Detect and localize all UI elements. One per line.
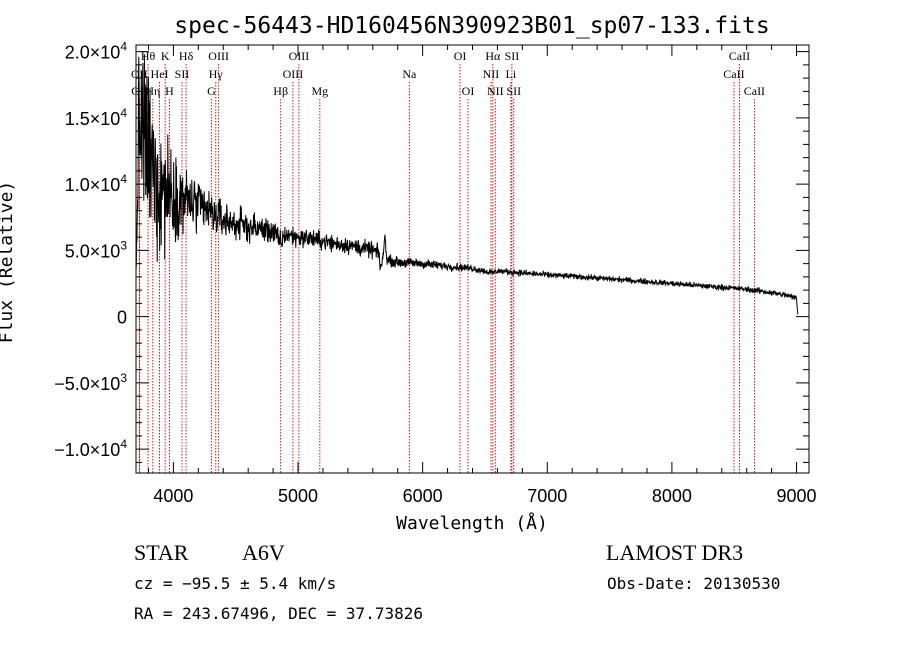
spectral-line-label: Hθ bbox=[141, 49, 156, 63]
spectral-line-label: Hβ bbox=[273, 84, 288, 98]
spectral-line-label: H bbox=[165, 84, 174, 98]
x-tick-labels: 4000 5000 6000 7000 8000 9000 bbox=[153, 486, 816, 506]
plot-frame bbox=[135, 44, 810, 474]
y-tick-label: 2.0×104 bbox=[65, 40, 128, 63]
y-tick-label: 1.5×104 bbox=[65, 106, 128, 129]
axis-ticks bbox=[136, 45, 809, 473]
spectral-line-label: Hγ bbox=[209, 67, 224, 81]
spectral-line-label: Hη bbox=[145, 84, 160, 98]
spectral-line-label: Mg bbox=[311, 84, 328, 98]
spectral-line-label: CaII bbox=[729, 49, 750, 63]
obs-date-text: Obs-Date: 20130530 bbox=[607, 574, 780, 593]
spectral-line-label: G bbox=[207, 84, 216, 98]
spectral-line-label: OI bbox=[462, 84, 475, 98]
spectral-line-label: CaII bbox=[723, 67, 744, 81]
x-tick-label: 4000 bbox=[153, 486, 193, 506]
spectral-line-label: Li bbox=[506, 67, 517, 81]
x-tick-label: 9000 bbox=[777, 486, 817, 506]
y-tick-label: −1.0×104 bbox=[54, 437, 127, 460]
spectral-line-label: SII bbox=[505, 49, 520, 63]
spectral-line-label: NII bbox=[483, 67, 500, 81]
object-subclass: A6V bbox=[242, 540, 285, 565]
spectral-line-label: OIII bbox=[208, 49, 229, 63]
spectral-line-label: OI bbox=[454, 49, 467, 63]
survey-name: LAMOST DR3 bbox=[606, 540, 743, 565]
object-class: STAR bbox=[134, 540, 189, 565]
spectral-line-markers bbox=[138, 64, 755, 473]
spectrum-series bbox=[135, 54, 799, 315]
spectral-line-label: Hα bbox=[485, 49, 501, 63]
spectral-line-label: CaII bbox=[744, 84, 765, 98]
y-tick-label: −5.0×103 bbox=[54, 371, 127, 394]
x-tick-label: 7000 bbox=[527, 486, 567, 506]
y-axis-label: Flux (Relative) bbox=[0, 181, 17, 344]
x-axis-label: Wavelength (Å) bbox=[396, 512, 548, 534]
spectral-line-label: OIII bbox=[283, 67, 304, 81]
coords-text: RA = 243.67496, DEC = 37.73826 bbox=[134, 604, 423, 623]
spectral-line-label: Hδ bbox=[179, 49, 194, 63]
spectral-line-label: Na bbox=[402, 67, 417, 81]
y-tick-label: 0 bbox=[117, 308, 127, 328]
redshift-text: cz = −95.5 ± 5.4 km/s bbox=[134, 574, 336, 593]
x-tick-label: 5000 bbox=[278, 486, 318, 506]
chart-title: spec-56443-HD160456N390923B01_sp07-133.f… bbox=[174, 13, 769, 39]
y-tick-label: 5.0×103 bbox=[65, 238, 128, 261]
y-tick-labels: 2.0×104 1.5×104 1.0×104 5.0×103 0 −5.0×103 −1.… bbox=[54, 40, 127, 461]
spectral-line-label: K bbox=[161, 49, 170, 63]
spectral-line-label: SII bbox=[175, 67, 190, 81]
spectral-line-label: NII bbox=[487, 84, 504, 98]
x-tick-label: 6000 bbox=[403, 486, 443, 506]
spectral-line-label: HeI bbox=[151, 67, 169, 81]
spectral-line-label: SII bbox=[506, 84, 521, 98]
spectral-line-label: OIII bbox=[289, 49, 310, 63]
x-tick-label: 8000 bbox=[652, 486, 692, 506]
y-tick-label: 1.0×104 bbox=[65, 172, 128, 195]
